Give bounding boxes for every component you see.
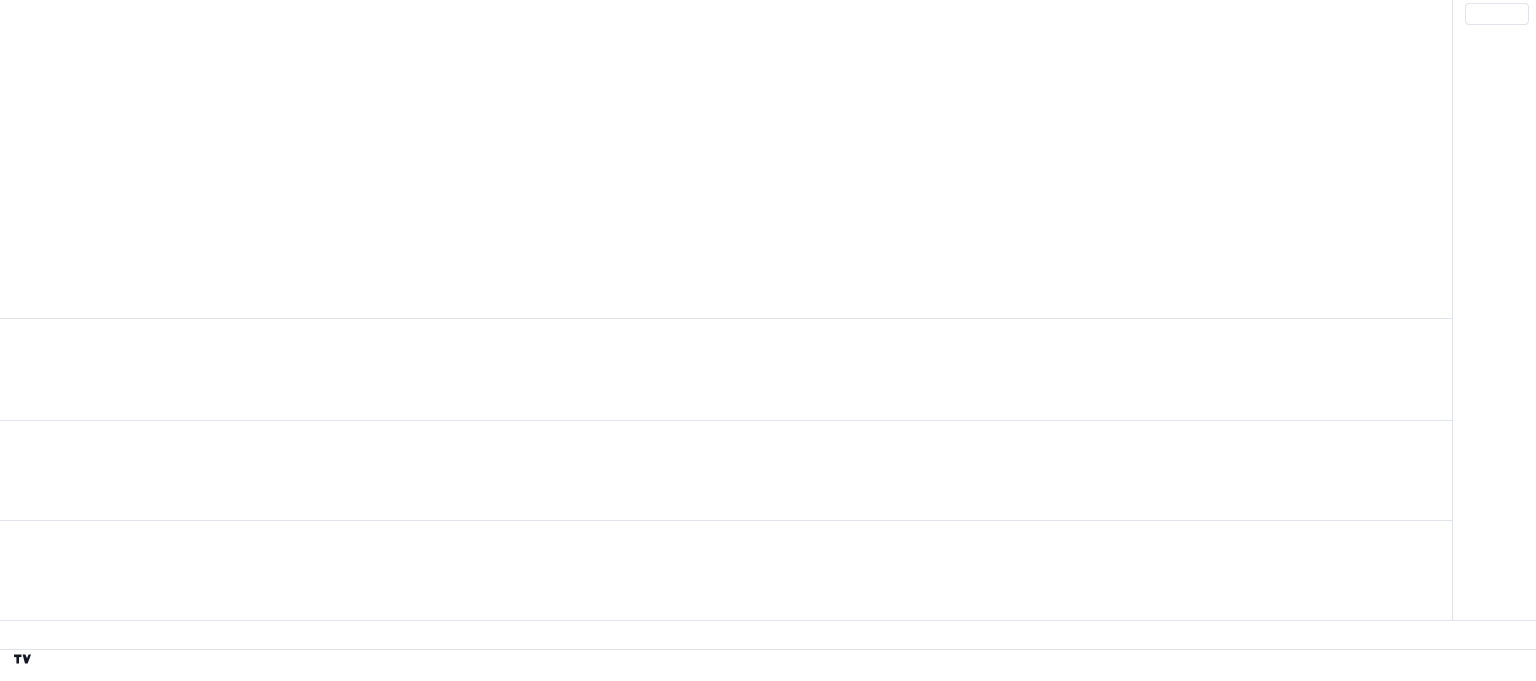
price-axis[interactable] [1452,0,1536,620]
pane-divider-1 [0,318,1536,319]
currency-unit-box[interactable] [1465,3,1529,25]
pane-divider-2 [0,420,1536,421]
rsi-pane[interactable] [0,422,1452,520]
pane-divider-3 [0,520,1536,521]
volume-pane[interactable] [0,318,1452,420]
time-axis[interactable] [0,620,1536,650]
price-pane[interactable] [0,22,1452,318]
chart-legend [14,3,59,21]
tradingview-logo [14,653,37,668]
macd-pane[interactable] [0,522,1452,620]
tradingview-mark-icon [14,653,31,668]
